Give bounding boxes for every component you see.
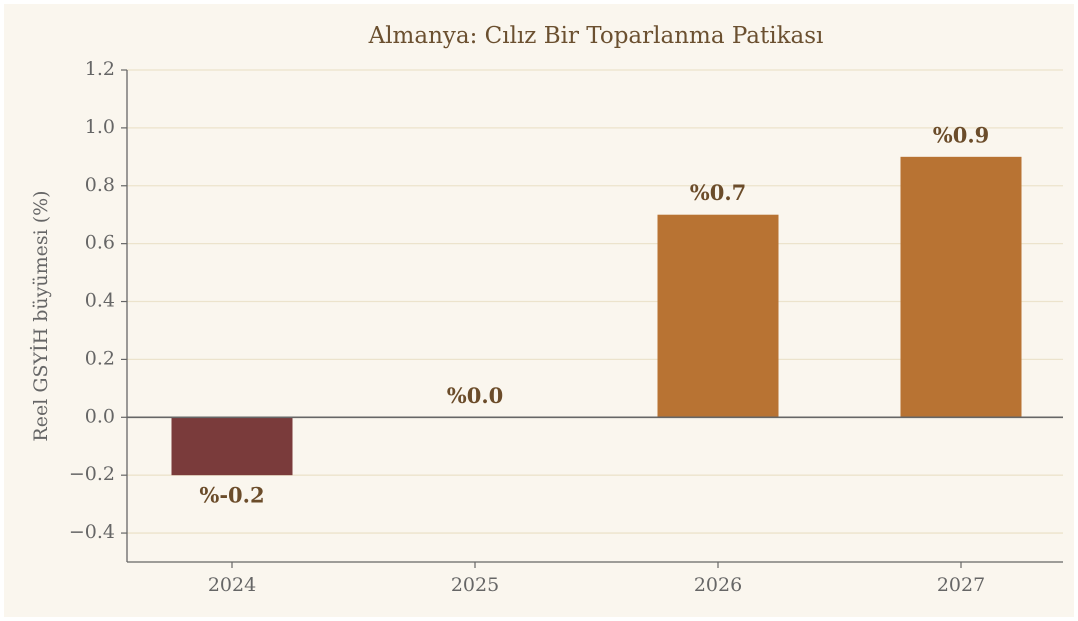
x-tick-label: 2024 [208,574,256,596]
background [4,4,1074,617]
value-label: %0.7 [690,180,747,205]
bar [900,156,1022,418]
value-label: %0.9 [933,122,990,147]
value-label: %-0.2 [199,483,264,508]
y-tick-label: 0.6 [85,232,115,254]
y-tick-label: 1.0 [85,116,115,138]
y-tick-label: −0.4 [69,521,115,543]
x-tick-label: 2025 [451,574,499,596]
value-label: %0.0 [447,383,504,408]
y-tick-label: 0.2 [85,347,115,369]
y-tick-label: 0.8 [85,174,115,196]
y-axis-label: Reel GSYİH büyümesi (%) [29,190,52,441]
bar [657,214,779,418]
bar [171,417,293,476]
y-tick-label: 0.4 [85,290,115,312]
x-tick-label: 2026 [694,574,742,596]
x-tick-label: 2027 [937,574,985,596]
y-tick-label: 0.0 [85,405,115,427]
y-tick-label: 1.2 [85,58,115,80]
y-tick-label: −0.2 [69,463,115,485]
chart-title: Almanya: Cılız Bir Toparlanma Patikası [368,23,824,49]
